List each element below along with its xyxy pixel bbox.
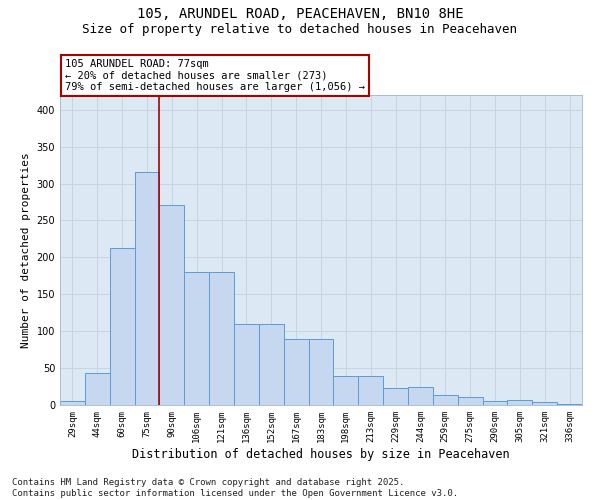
Bar bbox=[408, 386, 433, 405]
Bar bbox=[209, 272, 234, 405]
Bar bbox=[308, 338, 334, 405]
Text: Size of property relative to detached houses in Peacehaven: Size of property relative to detached ho… bbox=[83, 22, 517, 36]
Bar bbox=[482, 400, 508, 405]
Text: 105 ARUNDEL ROAD: 77sqm
← 20% of detached houses are smaller (273)
79% of semi-d: 105 ARUNDEL ROAD: 77sqm ← 20% of detache… bbox=[65, 58, 365, 92]
Bar bbox=[259, 324, 284, 405]
Bar bbox=[85, 372, 110, 405]
X-axis label: Distribution of detached houses by size in Peacehaven: Distribution of detached houses by size … bbox=[132, 448, 510, 460]
Y-axis label: Number of detached properties: Number of detached properties bbox=[21, 152, 31, 348]
Text: Contains HM Land Registry data © Crown copyright and database right 2025.
Contai: Contains HM Land Registry data © Crown c… bbox=[12, 478, 458, 498]
Bar bbox=[358, 376, 383, 405]
Bar bbox=[184, 272, 209, 405]
Bar bbox=[134, 172, 160, 405]
Bar bbox=[60, 402, 85, 405]
Bar bbox=[110, 248, 134, 405]
Bar bbox=[284, 338, 308, 405]
Bar bbox=[508, 400, 532, 405]
Bar bbox=[458, 397, 482, 405]
Text: 105, ARUNDEL ROAD, PEACEHAVEN, BN10 8HE: 105, ARUNDEL ROAD, PEACEHAVEN, BN10 8HE bbox=[137, 8, 463, 22]
Bar bbox=[160, 205, 184, 405]
Bar bbox=[532, 402, 557, 405]
Bar bbox=[383, 388, 408, 405]
Bar bbox=[433, 396, 458, 405]
Bar bbox=[334, 376, 358, 405]
Bar bbox=[557, 404, 582, 405]
Bar bbox=[234, 324, 259, 405]
